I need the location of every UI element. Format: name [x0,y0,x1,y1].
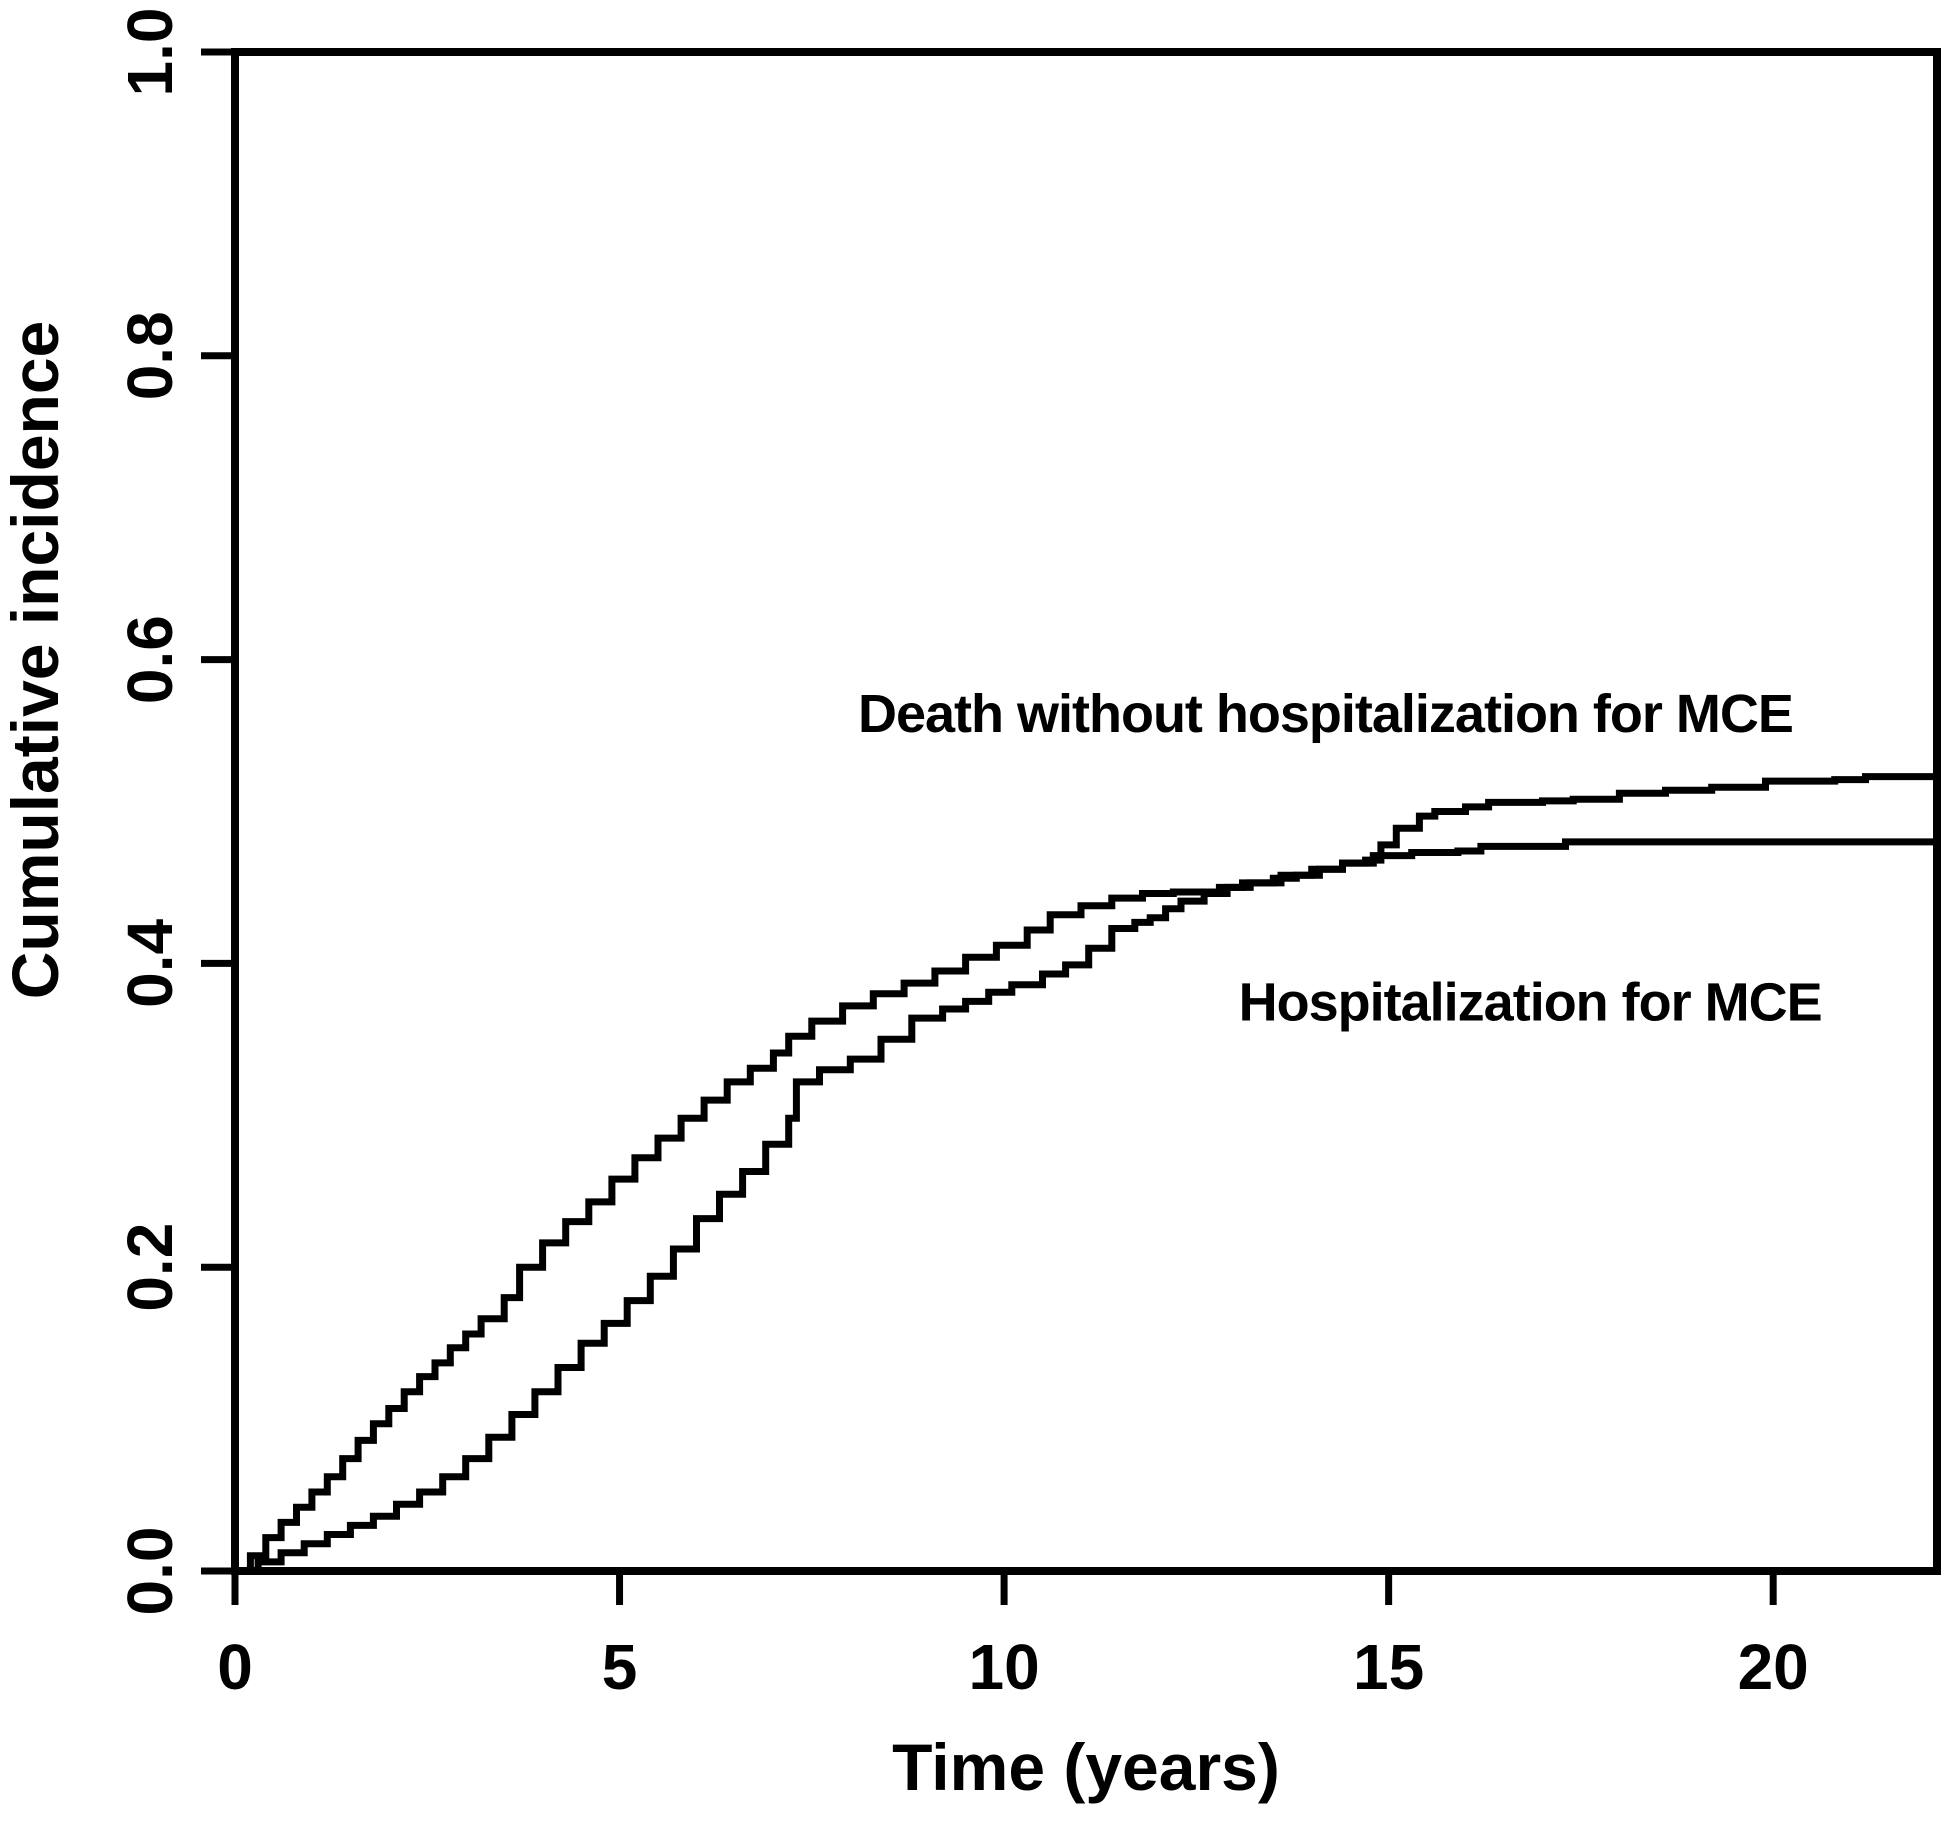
x-tick-label: 10 [968,1631,1039,1703]
y-axis-title: Cumulative incidence [0,321,72,1000]
y-tick-label: 0.2 [114,1223,186,1312]
y-axis-ticks [201,48,235,1575]
curve-annotations: Death without hospitalization for MCE Hos… [858,684,1823,1033]
y-tick-label: 0.4 [114,919,186,1008]
y-tick-label: 0.8 [114,311,186,400]
x-tick-label: 0 [217,1631,253,1703]
x-tick-label: 15 [1353,1631,1424,1703]
x-axis-ticks [231,1571,1777,1605]
hospitalization-curve-label: Hospitalization for MCE [1239,972,1822,1032]
y-tick-label: 0.6 [114,615,186,704]
x-axis-tick-labels: 0 5 10 15 20 [217,1631,1809,1703]
y-axis-tick-labels: 0.0 0.2 0.4 0.6 0.8 1.0 [114,8,186,1616]
hospitalization-for-mce-curve [235,838,1937,1575]
x-tick-label: 5 [602,1631,638,1703]
x-axis-title: Time (years) [892,1730,1280,1804]
death-without-hospitalization-curve [235,773,1941,1575]
death-curve-label: Death without hospitalization for MCE [858,684,1793,744]
plot-frame [231,48,1941,1575]
y-tick-label: 1.0 [114,8,186,97]
y-tick-label: 0.0 [114,1527,186,1616]
x-tick-label: 20 [1738,1631,1809,1703]
